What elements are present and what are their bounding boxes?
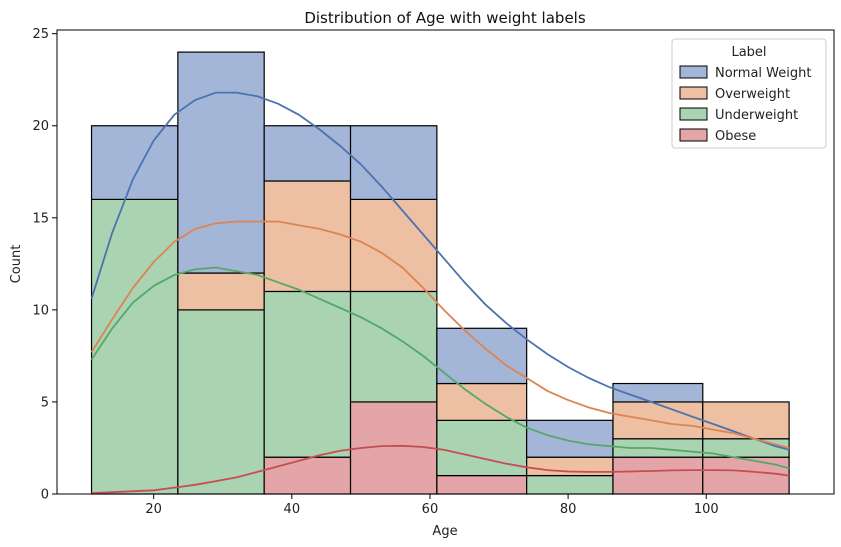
bar-obese-bin-2 <box>263 456 352 495</box>
bar-underweight-bin-2 <box>263 290 352 458</box>
legend-swatch-underweight <box>679 107 708 121</box>
bar-overweight-bin-2 <box>263 180 352 293</box>
legend-label-obese: Obese <box>715 129 756 144</box>
legend-label-normal-weight: Normal Weight <box>715 66 811 81</box>
bar-normal-weight-bin-0 <box>90 125 179 200</box>
axes-group: 20 40 60 80 100 0 5 10 15 20 25 <box>32 27 835 517</box>
legend-title: Label <box>731 45 766 60</box>
legend-swatch-normal-weight <box>679 65 708 79</box>
bar-normal-weight-bin-2 <box>263 125 352 182</box>
bar-obese-bin-4 <box>436 474 528 495</box>
y-axis-label: Count <box>9 245 24 284</box>
bar-underweight-bin-3 <box>349 290 438 403</box>
y-tick-label-10: 10 <box>32 303 49 318</box>
x-tick-label-80: 80 <box>560 502 577 517</box>
x-axis-label: Age <box>432 524 457 539</box>
x-tick-label-40: 40 <box>284 502 301 517</box>
bar-overweight-bin-7 <box>702 401 790 440</box>
bar-normal-weight-bin-1 <box>177 51 265 274</box>
y-tick-label-25: 25 <box>32 27 49 42</box>
bar-underweight-bin-4 <box>436 419 528 477</box>
y-tick-label-0: 0 <box>41 488 49 503</box>
bar-underweight-bin-0 <box>90 198 179 495</box>
bar-overweight-bin-6 <box>612 401 704 440</box>
bar-obese-bin-7 <box>702 456 790 495</box>
bar-overweight-bin-5 <box>526 456 614 477</box>
legend-box <box>671 38 827 149</box>
chart-title: Distribution of Age with weight labels <box>304 9 585 27</box>
y-tick-label-15: 15 <box>32 211 49 226</box>
bar-normal-weight-bin-5 <box>526 419 614 458</box>
kde-line-normal-weight <box>90 91 790 451</box>
kde-line-obese <box>91 444 790 494</box>
legend-swatch-overweight <box>679 86 708 100</box>
bar-obese-bin-6 <box>612 456 704 495</box>
bar-normal-weight-bin-4 <box>436 327 528 385</box>
bar-underweight-bin-5 <box>526 474 614 495</box>
x-tick-label-100: 100 <box>694 502 719 517</box>
bars-group <box>90 51 790 495</box>
bar-overweight-bin-1 <box>177 272 265 311</box>
kde-curves-group <box>90 91 790 494</box>
plot-frame <box>56 29 835 495</box>
legend-label-underweight: Underweight <box>715 108 798 123</box>
bar-overweight-bin-3 <box>349 198 438 293</box>
legend: Label Normal Weight Overweight Underweight O… <box>671 38 827 149</box>
x-tick-label-20: 20 <box>145 502 162 517</box>
y-tick-label-20: 20 <box>32 119 49 134</box>
bar-underweight-bin-1 <box>177 309 265 495</box>
y-tick-label-5: 5 <box>41 395 49 410</box>
kde-line-underweight <box>90 266 790 470</box>
legend-swatch-obese <box>679 128 708 142</box>
x-tick-label-60: 60 <box>422 502 439 517</box>
legend-label-overweight: Overweight <box>715 87 790 102</box>
kde-line-overweight <box>90 220 790 449</box>
bar-normal-weight-bin-3 <box>349 125 438 200</box>
